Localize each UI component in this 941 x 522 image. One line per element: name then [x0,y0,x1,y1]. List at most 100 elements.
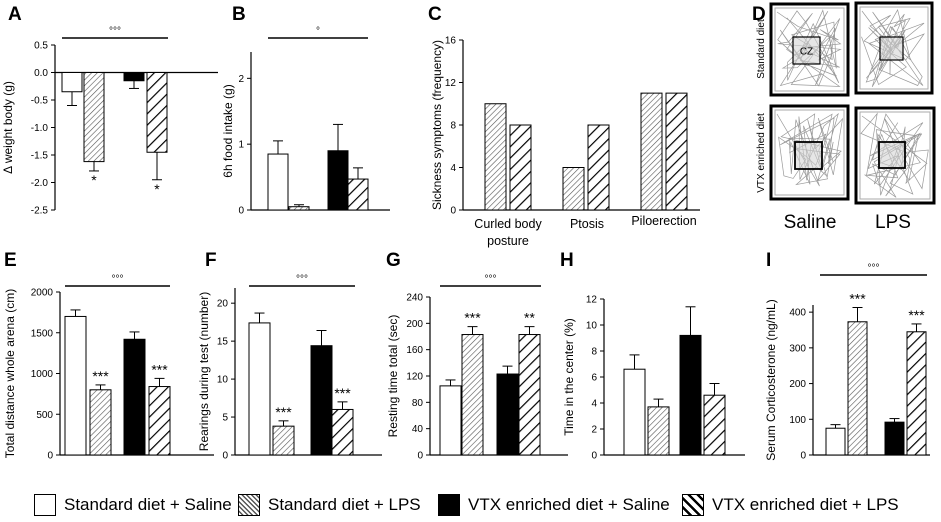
row-label-vtx-diet: VTX enriched diet [756,113,767,193]
y-tick-label: 200 [789,379,806,390]
center-zone [879,36,904,61]
significance-stars: *** [849,291,866,307]
significance-stars: *** [151,361,168,377]
panel-i-chart: I 0 100 200 300 400 Serum Corticosterone (ng/m… [764,250,930,462]
y-tick-label: 0 [417,451,423,462]
y-tick-label: 4 [591,399,597,410]
significance-stars: *** [92,368,109,384]
y-axis-label: 6h food intake (g) [221,84,235,177]
y-tick-label: 0 [238,206,244,217]
panel-letter: D [752,4,766,25]
panel-letter: A [8,4,22,25]
significance-stars: ** [524,310,535,326]
bar [518,334,541,456]
panel-letter: H [560,250,574,271]
y-tick-label: -0.5 [31,96,49,107]
significance-stars: * [154,181,160,197]
legend-swatch-thin-hatch [238,494,260,516]
bar [703,394,726,456]
bar [347,178,369,211]
bar [267,153,289,211]
bar [665,92,688,211]
x-category-label: Ptosis [570,217,604,231]
col-label-saline: Saline [784,212,837,233]
panel-letter: F [205,250,217,271]
bar [461,334,484,456]
significance-stars: * [91,172,97,188]
bar [89,389,112,456]
bar [679,334,702,456]
panel-f-chart: F 0 5 10 15 20 Rearings during test (number) **… [197,250,382,462]
movement-track-edge [859,111,931,200]
panel-letter: C [428,4,442,25]
bar [123,338,146,456]
center-zone [794,141,823,170]
significance-stars: *** [275,404,292,420]
bar [148,386,171,456]
bar [884,421,905,456]
y-tick-label: 400 [789,308,806,319]
y-tick-label: 160 [406,345,423,356]
bar [484,103,507,211]
significance-marker: ° [316,26,320,37]
bar [847,321,868,456]
bar [562,167,585,211]
bar [623,368,646,456]
center-zone [878,141,906,169]
y-tick-label: 1500 [31,328,54,339]
y-tick-label: 0.0 [34,68,48,79]
y-tick-label: 0.5 [34,41,48,52]
significance-stars: *** [334,385,351,401]
y-tick-label: 16 [445,36,457,47]
significance-marker: °°° [112,274,124,285]
col-label-lps: LPS [875,212,911,233]
movement-track-edge [774,7,845,92]
legend-swatch-white [34,494,56,516]
y-tick-label: 10 [217,375,229,386]
figure-canvas: A 0.5 0.0 -0.5 -1.0 -1.5 -2.0 -2.5 Δ weight body… [1,1,936,462]
significance-marker: °°° [109,26,121,37]
y-tick-label: 15 [217,337,229,348]
y-tick-label: -2.5 [31,206,49,217]
legend: Standard diet + Saline Standard diet + L… [0,488,941,522]
panel-g-chart: G 0 40 80 120 160 200 240 Resting time total (se… [386,250,568,462]
y-tick-label: 0 [800,451,806,462]
legend-label: VTX enriched diet + LPS [712,495,899,514]
bar [509,124,532,211]
legend-swatch-black [438,494,460,516]
y-tick-label: 200 [406,319,423,330]
bar [439,385,462,456]
bar [647,406,670,456]
y-tick-label: 6 [591,373,597,384]
legend-swatch-thick-hatch [682,494,704,516]
legend-item-standard-lps: Standard diet + LPS [238,492,421,518]
y-tick-label: 0 [47,451,53,462]
movement-track-edge [859,6,929,90]
y-tick-label: 500 [36,410,53,421]
legend-item-standard-saline: Standard diet + Saline [34,492,232,518]
movement-track [861,8,925,87]
significance-marker: °°° [485,274,497,285]
y-axis-label: Serum Corticosterone (ng/mL) [764,299,778,460]
y-tick-label: 40 [412,424,424,435]
panel-h-chart: H 0 2 4 6 8 10 12 Time in the center (%) [560,250,745,462]
y-tick-label: 4 [450,163,456,174]
y-axis-label: Sickness symptoms (frequency) [430,40,444,210]
bar [248,322,271,456]
significance-stars: *** [908,307,925,323]
legend-label: VTX enriched diet + Saline [468,495,670,514]
bar [640,92,663,211]
bar [61,72,83,93]
y-axis-label: Time in the center (%) [562,318,576,436]
y-axis-label: Δ weight body (g) [1,81,15,174]
movement-track [860,112,929,198]
bar [288,206,310,211]
y-tick-label: 2 [238,74,244,85]
y-tick-label: 1 [238,140,244,151]
x-category-label: posture [487,234,529,248]
y-tick-label: 12 [445,78,457,89]
bar [825,427,846,456]
y-tick-label: 20 [217,299,229,310]
y-tick-label: -2.0 [31,178,49,189]
